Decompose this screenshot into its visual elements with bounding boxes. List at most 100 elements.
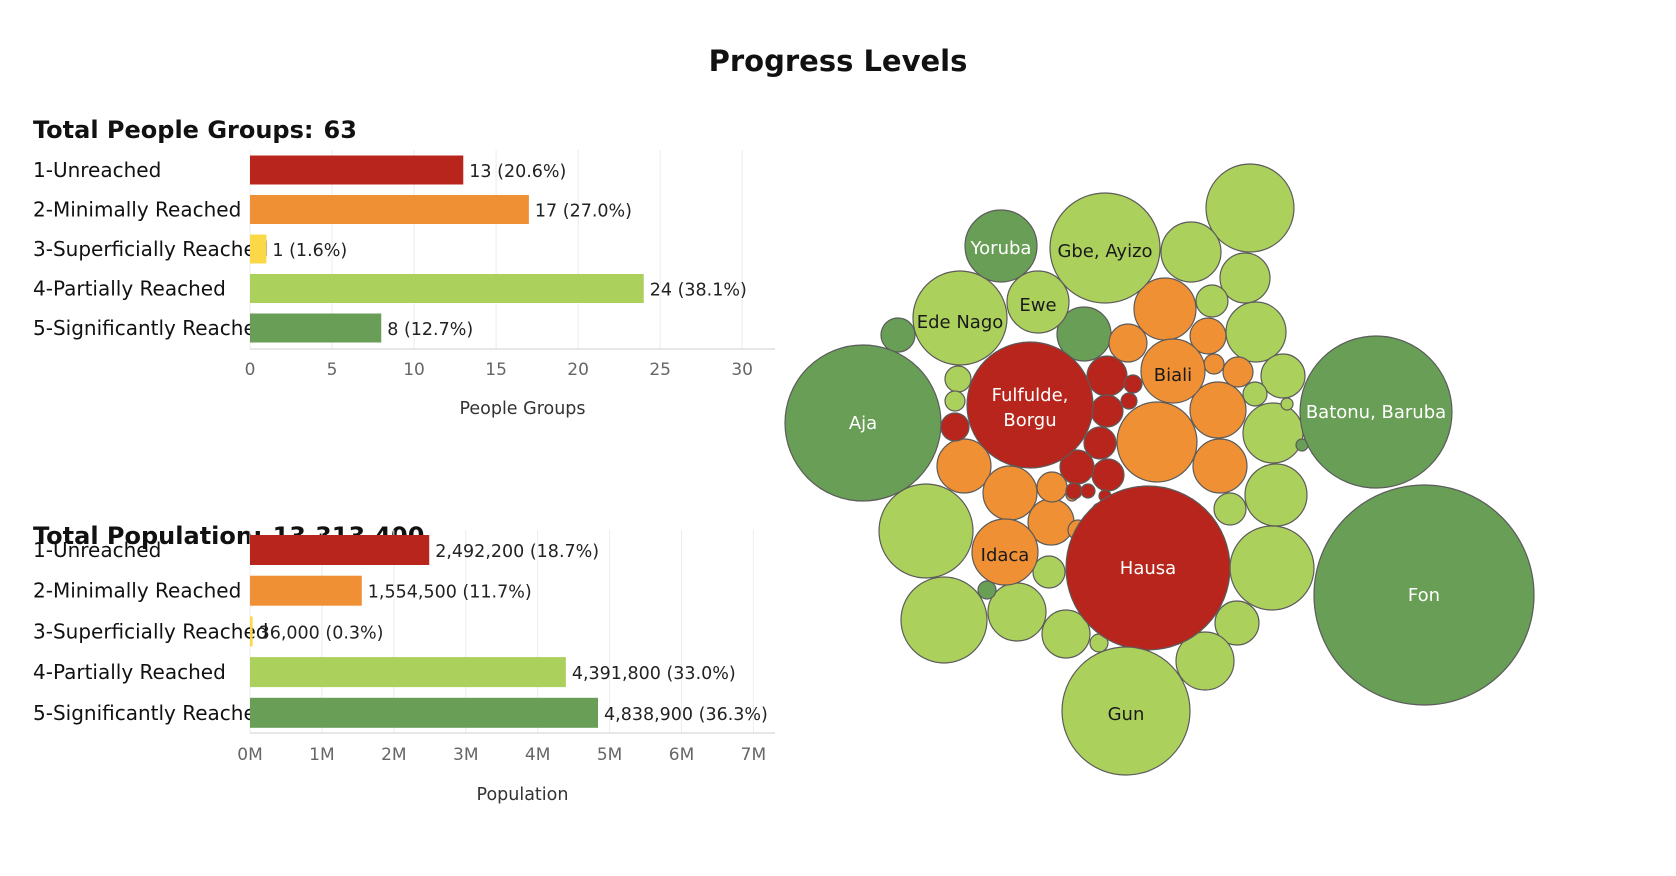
bubble-1-unreached (1091, 458, 1125, 492)
bubble-2-minimally-reached (1189, 381, 1247, 439)
bubble-1-unreached (1086, 355, 1128, 397)
category-label: 1-Unreached (33, 538, 161, 562)
category-label: 2-Minimally Reached (33, 198, 241, 222)
bubble-label-aja: Aja (849, 413, 877, 434)
bubble-4-partially-reached (1219, 252, 1271, 304)
bar-4-partially-reached (250, 274, 644, 303)
bar-3-superficially-reached (250, 234, 267, 264)
bubble-4-partially-reached (1205, 163, 1295, 253)
bubble-label-ewe: Ewe (1019, 295, 1056, 316)
category-label: 2-Minimally Reached (33, 579, 241, 603)
total-people-groups-summary: Total People Groups: 63 (33, 116, 357, 144)
bubble-1-unreached (1090, 394, 1124, 428)
bar-2-minimally-reached (250, 575, 362, 606)
bubble-2-minimally-reached (1116, 401, 1198, 483)
tick-label: 2M (381, 745, 406, 765)
bubble-label-batonu-baruba: Batonu, Baruba (1306, 402, 1446, 423)
tick-label: 15 (485, 360, 507, 380)
bubble-label-yoruba: Yoruba (970, 238, 1032, 259)
bubble-4-partially-reached (1242, 381, 1268, 407)
tick-label: 3M (453, 745, 478, 765)
category-label: 3-Superficially Reached (33, 237, 268, 261)
bubble-4-partially-reached (878, 483, 974, 579)
bar-4-partially-reached (250, 657, 566, 688)
bubble-4-partially-reached (1214, 600, 1260, 646)
category-label: 5-Significantly Reached (33, 316, 268, 340)
data-label: 13 (20.6%) (469, 162, 566, 182)
bubble-fulfulde-borgu (966, 341, 1094, 469)
bubble-label-fulfulde-borgu: Fulfulde, Borgu (992, 385, 1069, 431)
tick-label: 6M (669, 745, 694, 765)
bubble-batonu-baruba (1299, 335, 1453, 489)
data-label: 24 (38.1%) (650, 281, 747, 301)
bubble-gun (1061, 646, 1191, 776)
category-label: 5-Significantly Reached (33, 701, 268, 725)
bubble-4-partially-reached (900, 576, 988, 664)
category-label: 1-Unreached (33, 158, 161, 182)
bubble-1-unreached (1120, 392, 1138, 410)
bubble-label-gbe-ayizo: Gbe, Ayizo (1057, 241, 1152, 262)
bubble-2-minimally-reached (1222, 356, 1254, 388)
bar-3-superficially-reached (250, 616, 253, 647)
bubble-label-biali: Biali (1154, 365, 1192, 386)
x-axis-title: People Groups (459, 399, 585, 419)
category-label: 4-Partially Reached (33, 277, 226, 301)
bubble-4-partially-reached (1175, 631, 1235, 691)
bubble-4-partially-reached (1213, 492, 1247, 526)
bar-5-significantly-reached (250, 313, 382, 343)
bubble-4-partially-reached (987, 582, 1047, 642)
bubble-ede-nago (912, 270, 1008, 366)
tick-label: 20 (567, 360, 589, 380)
tick-label: 7M (741, 745, 766, 765)
total-population-label: Total Population: (33, 522, 263, 550)
bubble-2-minimally-reached (1108, 323, 1148, 363)
x-axis-title: Population (477, 785, 569, 805)
bubble-4-partially-reached (1160, 221, 1222, 283)
bubble-2-minimally-reached (1189, 317, 1227, 355)
bubble-label-ede-nago: Ede Nago (917, 312, 1004, 333)
bubble-1-unreached (940, 412, 970, 442)
bubble-idaca (971, 518, 1039, 586)
bubble-fon (1313, 484, 1535, 706)
tick-label: 5M (597, 745, 622, 765)
data-label: 8 (12.7%) (387, 320, 473, 340)
bubble-1-unreached (1123, 374, 1143, 394)
bubble-1-unreached (1083, 426, 1117, 460)
bubble-4-partially-reached (1229, 525, 1315, 611)
bubble-4-partially-reached (1244, 463, 1308, 527)
total-people-groups-value: 63 (323, 116, 357, 144)
bubble-4-partially-reached (944, 365, 972, 393)
bubble-4-partially-reached (1242, 402, 1304, 464)
data-label: 1,554,500 (11.7%) (368, 583, 532, 603)
bubble-4-partially-reached (944, 390, 966, 412)
total-people-groups-label: Total People Groups: (33, 116, 314, 144)
data-label: 36,000 (0.3%) (259, 623, 384, 643)
bubble-4-partially-reached (1032, 555, 1066, 589)
bubble-label-gun: Gun (1108, 704, 1145, 725)
bubble-1-unreached (1080, 483, 1096, 499)
tick-label: 1M (309, 745, 334, 765)
category-label: 3-Superficially Reached (33, 619, 268, 643)
bubble-4-partially-reached (1280, 397, 1294, 411)
bubble-2-minimally-reached (936, 438, 992, 494)
tick-label: 0M (237, 745, 262, 765)
data-label: 2,492,200 (18.7%) (435, 542, 599, 562)
bar-1-unreached (250, 535, 430, 565)
data-label: 4,391,800 (33.0%) (572, 664, 736, 684)
data-label: 17 (27.0%) (535, 202, 632, 222)
bubble-4-partially-reached (1225, 301, 1287, 363)
page-title: Progress Levels (708, 44, 968, 78)
tick-label: 25 (649, 360, 671, 380)
bar-2-minimally-reached (250, 195, 529, 224)
data-label: 4,838,900 (36.3%) (604, 705, 768, 725)
bubble-2-minimally-reached (1203, 353, 1225, 375)
bubble-gbe-ayizo (1049, 192, 1161, 304)
bubble-hausa (1065, 485, 1231, 651)
bubble-4-partially-reached (1195, 284, 1229, 318)
bubble-label-idaca: Idaca (981, 545, 1030, 566)
bubble-1-unreached (1065, 482, 1083, 500)
bar-1-unreached (250, 155, 464, 185)
bubble-label-hausa: Hausa (1120, 558, 1176, 579)
